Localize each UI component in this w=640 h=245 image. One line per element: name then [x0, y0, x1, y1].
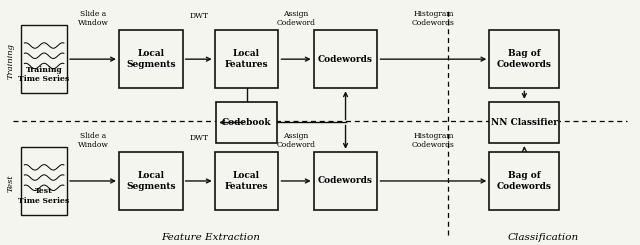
FancyBboxPatch shape	[214, 30, 278, 88]
Text: Histogram
Codewords: Histogram Codewords	[412, 10, 455, 27]
FancyBboxPatch shape	[119, 152, 182, 210]
Text: Local
Segments: Local Segments	[126, 171, 175, 191]
Text: Bag of
Codewords: Bag of Codewords	[497, 49, 552, 69]
Text: NN Classifier: NN Classifier	[491, 118, 558, 127]
Text: Local
Features: Local Features	[225, 171, 268, 191]
Text: Codewords: Codewords	[318, 55, 373, 64]
FancyBboxPatch shape	[314, 30, 378, 88]
FancyBboxPatch shape	[21, 147, 67, 215]
Text: Test
Time Series: Test Time Series	[19, 187, 70, 205]
Text: Codebook: Codebook	[221, 118, 271, 127]
Text: Histogram
Codewords: Histogram Codewords	[412, 132, 455, 149]
Text: Slide a
Window: Slide a Window	[77, 132, 108, 149]
Text: Assign
Codeword: Assign Codeword	[276, 132, 316, 149]
Text: Local
Features: Local Features	[225, 49, 268, 69]
Text: DWT: DWT	[189, 12, 208, 20]
FancyBboxPatch shape	[314, 152, 378, 210]
FancyBboxPatch shape	[489, 30, 559, 88]
Text: Local
Segments: Local Segments	[126, 49, 175, 69]
Text: Training
Time Series: Training Time Series	[19, 66, 70, 83]
FancyBboxPatch shape	[216, 102, 277, 143]
Text: Test: Test	[6, 174, 14, 192]
Text: Assign
Codeword: Assign Codeword	[276, 10, 316, 27]
Text: Slide a
Window: Slide a Window	[77, 10, 108, 27]
FancyBboxPatch shape	[119, 30, 182, 88]
Text: Training: Training	[6, 43, 14, 79]
FancyBboxPatch shape	[21, 25, 67, 93]
FancyBboxPatch shape	[214, 152, 278, 210]
Text: DWT: DWT	[189, 134, 208, 142]
FancyBboxPatch shape	[489, 102, 559, 143]
Text: Codewords: Codewords	[318, 176, 373, 185]
FancyBboxPatch shape	[489, 152, 559, 210]
Text: Classification: Classification	[508, 233, 579, 242]
Text: Feature Extraction: Feature Extraction	[161, 233, 260, 242]
Text: Bag of
Codewords: Bag of Codewords	[497, 171, 552, 191]
